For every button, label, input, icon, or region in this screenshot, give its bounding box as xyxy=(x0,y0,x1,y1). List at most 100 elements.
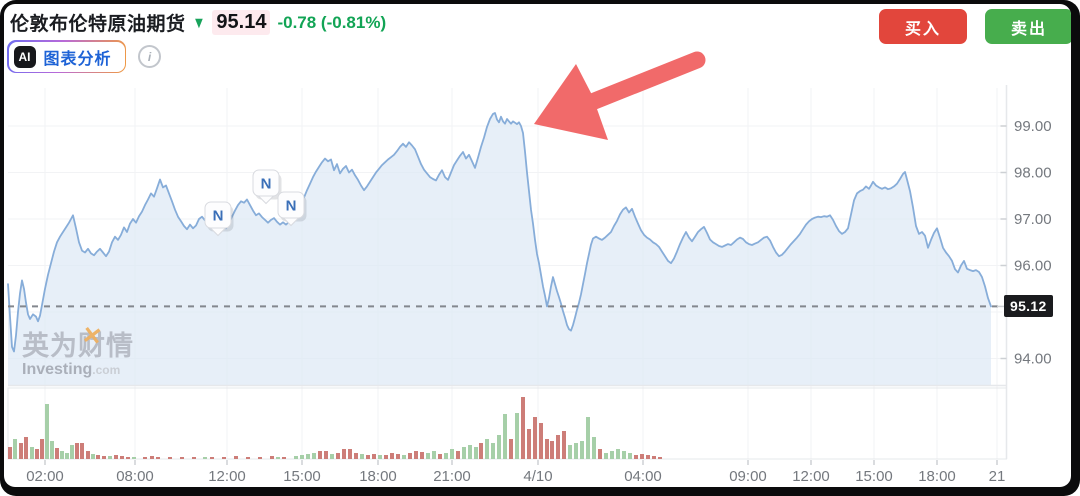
y-axis-label: 99.00 xyxy=(1014,118,1052,135)
volume-bar xyxy=(485,439,489,459)
volume-bar xyxy=(450,449,454,459)
volume-bar xyxy=(336,453,340,459)
x-axis-label: 02:00 xyxy=(26,468,64,485)
volume-bar xyxy=(312,453,316,459)
volume-bar xyxy=(622,451,626,459)
volume-bar xyxy=(556,435,560,459)
volume-bar xyxy=(126,457,130,459)
volume-bar xyxy=(474,447,478,459)
x-axis-label: 21:00 xyxy=(433,468,471,485)
volume-pane-border xyxy=(7,387,1007,460)
volume-bar xyxy=(222,457,226,459)
volume-bar xyxy=(438,454,442,459)
volume-bar xyxy=(533,417,537,459)
volume-bar xyxy=(634,455,638,459)
volume-bar xyxy=(479,443,483,459)
volume-bar xyxy=(180,457,184,459)
volume-bar xyxy=(420,452,424,459)
volume-bar xyxy=(19,443,23,459)
volume-bar xyxy=(628,453,632,459)
volume-bar xyxy=(192,457,196,459)
volume-bar xyxy=(24,437,28,459)
volume-bar xyxy=(402,455,406,459)
volume-bar xyxy=(372,454,376,459)
volume-bar xyxy=(306,454,310,459)
volume-bar xyxy=(598,449,602,459)
volume-bar xyxy=(503,414,507,459)
volume-bar xyxy=(610,451,614,459)
instrument-title: 伦敦布伦特原油期货 xyxy=(10,14,186,35)
volume-bar xyxy=(432,451,436,459)
annotation-arrow-head xyxy=(534,64,608,140)
volume-bar xyxy=(366,455,370,459)
volume-bar xyxy=(168,457,172,459)
volume-bar xyxy=(568,445,572,459)
volume-bar xyxy=(86,451,90,459)
volume-bar xyxy=(60,451,64,459)
last-price: 95.14 xyxy=(212,10,271,35)
x-axis-label: 21 xyxy=(989,468,1006,485)
price-area xyxy=(8,113,991,386)
x-axis-label: 12:00 xyxy=(208,468,246,485)
volume-bar xyxy=(300,455,304,459)
volume-bar xyxy=(55,448,59,459)
volume-bar xyxy=(50,441,54,459)
instrument-header: 伦敦布伦特原油期货 ▼ 95.14 -0.78 (-0.81%) xyxy=(10,9,386,36)
news-marker-letter: N xyxy=(261,176,272,193)
volume-bar xyxy=(462,447,466,459)
price-chart: 99.00 98.00 97.00 96.00 94.00 02:00 08:00 12:00… xyxy=(7,51,1052,485)
volume-bar xyxy=(527,429,531,459)
y-axis-label: 97.00 xyxy=(1014,211,1052,228)
price-change: -0.78 (-0.81%) xyxy=(277,12,387,32)
volume-bar xyxy=(390,453,394,459)
volume-bar xyxy=(586,417,590,459)
ai-chart-analysis-button[interactable]: AI 图表分析 xyxy=(7,40,127,73)
volume-bar xyxy=(384,455,388,459)
news-marker-box[interactable] xyxy=(252,169,280,197)
volume-bar xyxy=(330,454,334,459)
news-marker-letter: N xyxy=(286,198,297,215)
volume-bar xyxy=(444,453,448,459)
volume-bar xyxy=(408,453,412,459)
volume-bar xyxy=(342,449,346,459)
volume-bar xyxy=(324,451,328,459)
volume-bar xyxy=(30,447,34,459)
volume-bar xyxy=(65,453,69,459)
volume-bar xyxy=(96,455,100,459)
volume-bar xyxy=(120,456,124,459)
volume-bar xyxy=(497,435,501,459)
volume-bar xyxy=(114,455,118,459)
volume-bar xyxy=(646,455,650,459)
volume-bar xyxy=(203,457,207,459)
volume-bar xyxy=(539,423,543,459)
y-axis-label: 98.00 xyxy=(1014,165,1052,182)
volume-bar xyxy=(550,441,554,459)
volume-bar xyxy=(515,413,519,459)
volume-bar xyxy=(658,457,662,459)
volume-bar xyxy=(592,437,596,459)
volume-bar xyxy=(640,454,644,459)
volume-bar xyxy=(276,457,280,459)
price-down-arrow-icon: ▼ xyxy=(192,13,206,32)
x-axis-label: 18:00 xyxy=(918,468,956,485)
volume-bar xyxy=(574,443,578,459)
y-axis-label: 96.00 xyxy=(1014,258,1052,275)
news-marker-box[interactable] xyxy=(277,191,305,219)
x-axis-label: 15:00 xyxy=(855,468,893,485)
volume-bar xyxy=(143,457,147,459)
volume-bar xyxy=(45,404,49,459)
x-axis-label: 4/10 xyxy=(523,468,552,485)
volume-bar xyxy=(491,443,495,459)
volume-bar xyxy=(652,456,656,459)
volume-bar xyxy=(132,457,136,459)
info-icon[interactable]: i xyxy=(138,45,162,68)
news-marker-box[interactable] xyxy=(204,201,232,229)
volume-bar xyxy=(91,454,95,459)
volume-bar xyxy=(13,439,17,459)
volume-bar xyxy=(360,454,364,459)
buy-button[interactable]: 买入 xyxy=(879,9,967,44)
volume-bar xyxy=(318,451,322,459)
sell-button[interactable]: 卖出 xyxy=(985,9,1071,44)
x-axis-label: 15:00 xyxy=(283,468,321,485)
